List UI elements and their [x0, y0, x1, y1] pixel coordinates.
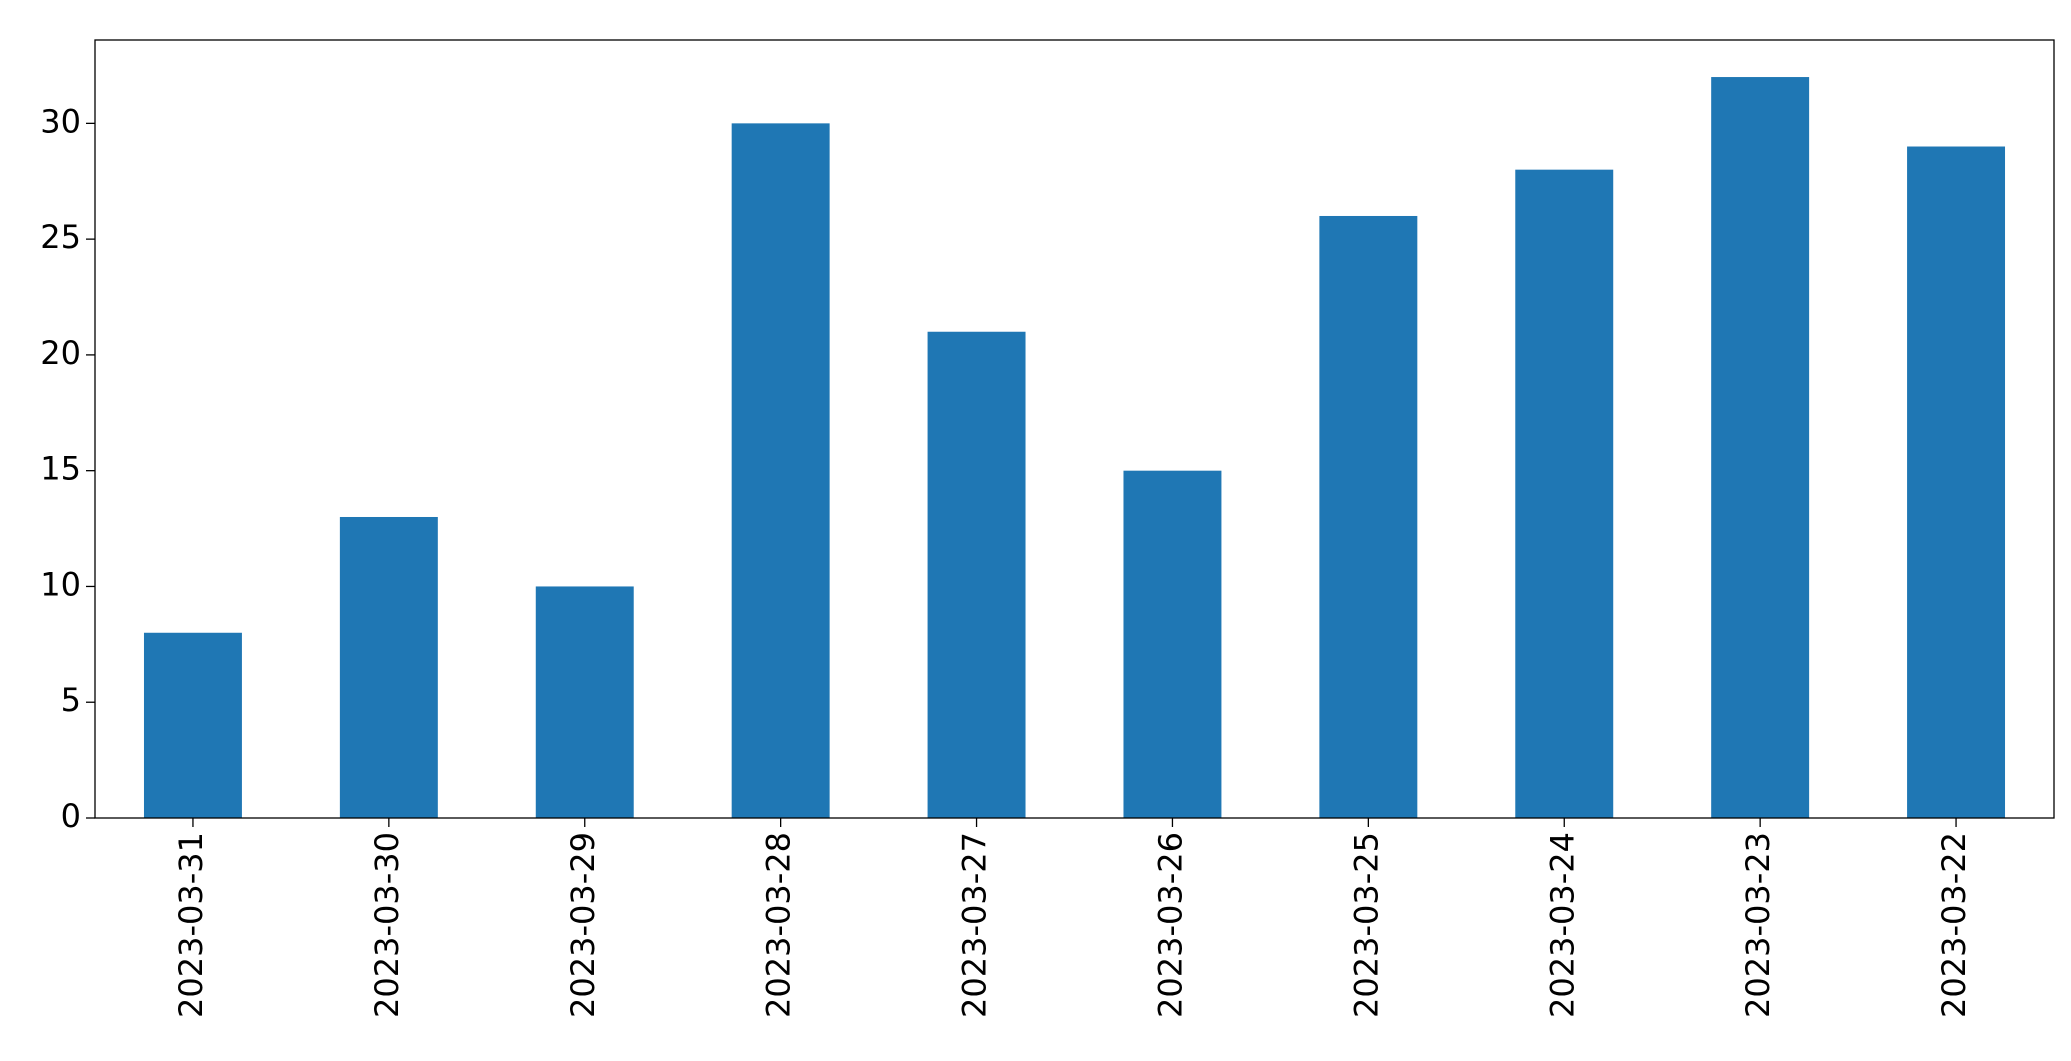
bar — [1907, 146, 2006, 818]
x-tick-label: 2023-03-23 — [1739, 832, 1777, 1018]
x-tick-label: 2023-03-25 — [1347, 832, 1385, 1018]
x-tick-label: 2023-03-24 — [1543, 832, 1581, 1018]
x-tick-label: 2023-03-26 — [1151, 832, 1189, 1018]
y-tick-label: 30 — [40, 102, 81, 140]
bar — [1515, 169, 1614, 818]
y-tick-label: 20 — [40, 334, 81, 372]
bar — [339, 516, 438, 818]
y-tick-label: 25 — [40, 218, 81, 256]
y-tick-label: 15 — [40, 450, 81, 488]
bar — [927, 331, 1026, 818]
bar — [535, 586, 634, 818]
y-tick-label: 5 — [61, 681, 81, 719]
bar — [1319, 215, 1418, 818]
y-tick-label: 10 — [40, 565, 81, 603]
bar — [1711, 77, 1810, 819]
x-tick-label: 2023-03-22 — [1935, 832, 1973, 1018]
x-tick-label: 2023-03-31 — [172, 832, 210, 1018]
x-tick-label: 2023-03-30 — [368, 832, 406, 1018]
bar — [731, 123, 830, 819]
bar — [143, 632, 242, 818]
x-tick-label: 2023-03-28 — [760, 832, 798, 1018]
x-tick-label: 2023-03-29 — [564, 832, 602, 1018]
bar — [1123, 470, 1222, 818]
x-tick-label: 2023-03-27 — [956, 832, 994, 1018]
y-tick-label: 0 — [61, 797, 81, 835]
plot-frame — [94, 39, 2055, 819]
